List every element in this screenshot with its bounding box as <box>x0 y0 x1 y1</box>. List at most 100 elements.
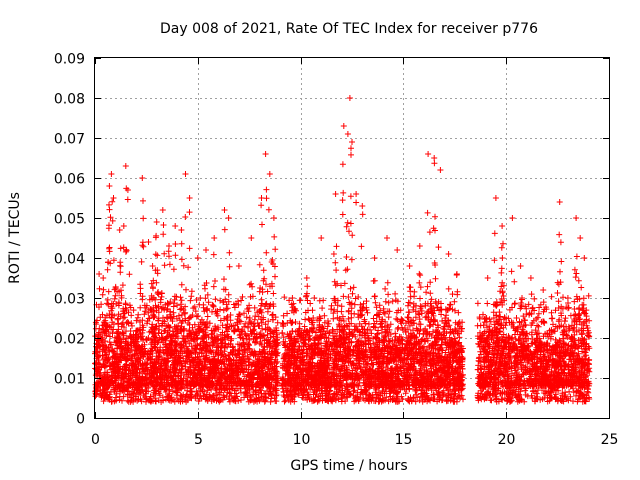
data-point <box>443 312 450 319</box>
data-point <box>245 324 252 331</box>
data-point <box>514 326 520 332</box>
data-point <box>302 316 309 323</box>
data-point <box>288 301 295 308</box>
data-point <box>562 315 569 322</box>
data-point <box>541 387 547 394</box>
data-point <box>376 314 383 321</box>
data-point <box>370 315 377 322</box>
data-point <box>174 302 181 309</box>
data-point <box>251 304 258 311</box>
data-point <box>319 305 326 312</box>
data-point <box>267 398 274 405</box>
data-point <box>387 321 394 328</box>
data-point <box>162 337 169 344</box>
data-point <box>548 293 555 300</box>
data-point <box>273 392 279 399</box>
data-point <box>157 344 164 351</box>
data-point <box>238 297 245 304</box>
data-point <box>368 330 375 337</box>
data-point <box>512 300 518 307</box>
data-point <box>373 304 380 311</box>
data-point <box>289 328 296 335</box>
data-point <box>321 312 328 319</box>
data-point <box>412 314 419 321</box>
data-point <box>183 357 190 364</box>
data-point <box>529 304 536 311</box>
data-point <box>508 360 515 367</box>
data-point <box>130 307 137 314</box>
data-point <box>113 397 120 404</box>
data-point <box>331 306 338 313</box>
data-point <box>338 303 345 310</box>
data-point <box>395 324 402 331</box>
data-point <box>261 332 267 339</box>
data-point <box>280 320 287 327</box>
data-point <box>583 322 590 329</box>
data-point <box>551 328 558 335</box>
data-point <box>363 298 370 305</box>
data-point <box>566 388 573 395</box>
data-point <box>336 322 343 329</box>
data-point <box>332 397 339 404</box>
data-point <box>181 310 188 317</box>
data-points <box>92 95 593 405</box>
data-point <box>243 389 250 396</box>
data-point <box>393 315 400 322</box>
data-point <box>280 312 287 319</box>
data-point <box>548 309 555 316</box>
data-point <box>309 328 316 335</box>
data-point <box>532 327 539 334</box>
data-point <box>267 301 274 308</box>
data-point <box>535 310 542 317</box>
data-point <box>380 305 387 312</box>
data-point <box>524 393 531 400</box>
data-point <box>244 353 251 359</box>
data-point <box>540 299 547 306</box>
data-point <box>385 314 392 321</box>
data-point <box>413 391 419 398</box>
data-point <box>411 320 418 327</box>
chart-title: Day 008 of 2021, Rate Of TEC Index for r… <box>160 21 538 37</box>
data-point <box>513 315 520 321</box>
data-point <box>410 300 417 307</box>
data-point <box>191 321 198 328</box>
data-point <box>389 298 396 305</box>
data-point <box>392 290 399 297</box>
data-point <box>254 320 261 327</box>
data-point <box>406 309 413 316</box>
data-point <box>378 329 385 336</box>
data-point <box>286 297 293 304</box>
data-point <box>137 304 144 311</box>
data-point <box>352 295 359 302</box>
data-point <box>231 304 238 311</box>
data-point <box>129 322 135 329</box>
data-point <box>239 293 246 300</box>
data-point <box>398 334 405 340</box>
data-point <box>452 307 458 314</box>
data-point <box>202 295 209 302</box>
data-point <box>202 349 209 356</box>
data-point <box>128 312 135 319</box>
data-point <box>134 314 141 321</box>
data-point <box>474 322 481 329</box>
data-point <box>157 296 164 303</box>
data-point <box>330 315 337 322</box>
data-point <box>340 318 347 324</box>
data-point <box>205 299 212 306</box>
data-point <box>480 311 486 318</box>
data-point <box>531 295 538 302</box>
data-point <box>227 312 234 318</box>
data-point <box>460 396 466 403</box>
data-point <box>193 313 200 320</box>
data-point <box>552 307 559 314</box>
data-point <box>123 328 129 335</box>
data-point <box>439 389 446 396</box>
data-point <box>141 394 148 400</box>
data-point <box>206 394 213 401</box>
data-point <box>410 306 417 313</box>
data-point <box>206 320 213 327</box>
data-point <box>265 318 272 325</box>
data-point <box>305 315 312 322</box>
